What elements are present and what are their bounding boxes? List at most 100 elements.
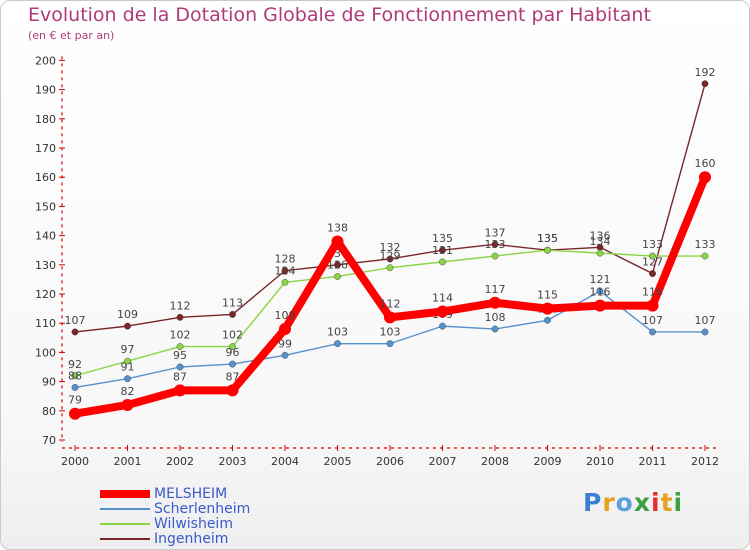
data-point-ingenheim: [701, 80, 709, 88]
x-tick-label: 2004: [271, 455, 299, 468]
data-point-wilwisheim: [281, 278, 289, 286]
data-point-ingenheim: [649, 270, 656, 277]
data-label-ingenheim: 135: [432, 232, 453, 245]
legend-item-wilwisheim: Wilwisheim: [100, 515, 250, 532]
data-label-ingenheim: 136: [590, 229, 611, 242]
data-point-ingenheim: [386, 255, 394, 263]
x-tick-label: 2000: [61, 455, 89, 468]
data-point-scherlenheim: [439, 322, 446, 330]
chart-subtitle: (en € et par an): [28, 29, 115, 42]
data-point-scherlenheim: [176, 363, 184, 371]
data-point-scherlenheim: [124, 375, 131, 383]
data-point-scherlenheim: [649, 328, 656, 336]
x-tick-label: 2007: [429, 455, 457, 468]
data-point-wilwisheim: [124, 357, 131, 365]
data-point-melsheim: [699, 171, 711, 184]
data-label-melsheim: 87: [226, 370, 240, 383]
data-point-ingenheim: [491, 240, 499, 248]
data-point-wilwisheim: [439, 258, 446, 266]
data-point-wilwisheim: [596, 249, 604, 257]
data-point-wilwisheim: [491, 252, 499, 260]
data-point-scherlenheim: [544, 316, 551, 324]
data-point-melsheim: [436, 305, 449, 318]
legend-label-wilwisheim: Wilwisheim: [154, 515, 233, 532]
data-point-wilwisheim: [71, 372, 79, 380]
data-label-scherlenheim: 121: [590, 273, 611, 286]
chart-legend: MELSHEIM Scherlenheim Wilwisheim Ingenhe…: [100, 485, 250, 547]
data-label-ingenheim: 107: [65, 314, 86, 327]
data-point-melsheim: [489, 296, 501, 309]
data-point-melsheim: [594, 299, 606, 312]
data-point-melsheim: [541, 302, 554, 315]
data-label-wilwisheim: 135: [537, 232, 558, 245]
legend-swatch-ingenheim: [100, 537, 150, 540]
legend-swatch-wilwisheim: [100, 522, 150, 525]
data-label-scherlenheim: 107: [642, 314, 663, 327]
y-tick-label: 150: [35, 200, 56, 213]
logo-letter: P: [583, 488, 603, 517]
data-label-scherlenheim: 99: [278, 337, 292, 350]
data-point-ingenheim: [229, 311, 236, 318]
data-point-scherlenheim: [701, 328, 709, 336]
y-tick-label: 170: [35, 142, 56, 155]
data-label-scherlenheim: 103: [327, 326, 348, 339]
x-tick-label: 2011: [639, 455, 667, 468]
data-point-scherlenheim: [334, 340, 341, 348]
data-point-scherlenheim: [491, 325, 499, 333]
data-point-melsheim: [331, 235, 344, 248]
data-point-melsheim: [646, 299, 659, 312]
logo-letter: x: [633, 488, 651, 517]
data-point-wilwisheim: [334, 273, 341, 280]
series-line-melsheim: [71, 173, 709, 418]
data-point-scherlenheim: [71, 384, 79, 391]
legend-item-ingenheim: Ingenheim: [100, 531, 250, 547]
y-tick-label: 180: [35, 113, 56, 126]
data-label-wilwisheim: 124: [275, 264, 296, 277]
data-point-wilwisheim: [229, 343, 236, 350]
y-tick-label: 140: [35, 230, 56, 243]
legend-swatch-scherlenheim: [100, 507, 150, 510]
chart-title: Evolution de la Dotation Globale de Fonc…: [28, 4, 651, 26]
data-label-melsheim: 138: [327, 221, 348, 234]
data-label-ingenheim: 192: [695, 66, 716, 79]
data-point-scherlenheim: [596, 287, 604, 295]
x-tick-label: 2009: [534, 455, 562, 468]
data-point-wilwisheim: [386, 264, 394, 272]
data-label-melsheim: 87: [173, 370, 187, 383]
y-tick-label: 80: [42, 405, 56, 418]
data-label-wilwisheim: 133: [485, 238, 506, 251]
data-point-ingenheim: [176, 313, 184, 321]
logo-letter: t: [660, 488, 674, 517]
data-point-melsheim: [121, 398, 134, 411]
data-label-scherlenheim: 107: [695, 314, 716, 327]
data-label-wilwisheim: 102: [170, 329, 191, 342]
data-point-scherlenheim: [281, 351, 289, 359]
data-label-wilwisheim: 126: [327, 258, 348, 271]
data-label-scherlenheim: 95: [173, 349, 187, 362]
data-label-wilwisheim: 131: [432, 244, 453, 257]
x-tick-label: 2010: [586, 455, 614, 468]
data-point-melsheim: [384, 311, 396, 324]
data-point-melsheim: [226, 384, 239, 397]
data-label-melsheim: 108: [275, 309, 296, 322]
data-label-scherlenheim: 96: [226, 346, 240, 359]
data-label-ingenheim: 127: [642, 256, 663, 269]
data-point-melsheim: [69, 407, 81, 420]
legend-item-melsheim: MELSHEIM: [100, 485, 250, 502]
data-label-wilwisheim: 134: [590, 235, 611, 248]
data-label-ingenheim: 109: [117, 308, 138, 321]
data-label-melsheim: 112: [380, 297, 401, 310]
y-tick-label: 200: [35, 54, 56, 67]
data-label-wilwisheim: 133: [695, 238, 716, 251]
proxiti-logo: Proxiti: [583, 488, 683, 517]
data-label-ingenheim: 137: [485, 226, 506, 239]
legend-label-melsheim: MELSHEIM: [154, 485, 228, 502]
legend-item-scherlenheim: Scherlenheim: [100, 501, 250, 517]
data-point-wilwisheim: [544, 246, 551, 254]
x-tick-label: 2006: [376, 455, 404, 468]
data-label-scherlenheim: 108: [485, 311, 506, 324]
data-label-ingenheim: 112: [170, 299, 191, 312]
y-tick-label: 100: [35, 346, 56, 359]
data-label-ingenheim: 135: [537, 232, 558, 245]
